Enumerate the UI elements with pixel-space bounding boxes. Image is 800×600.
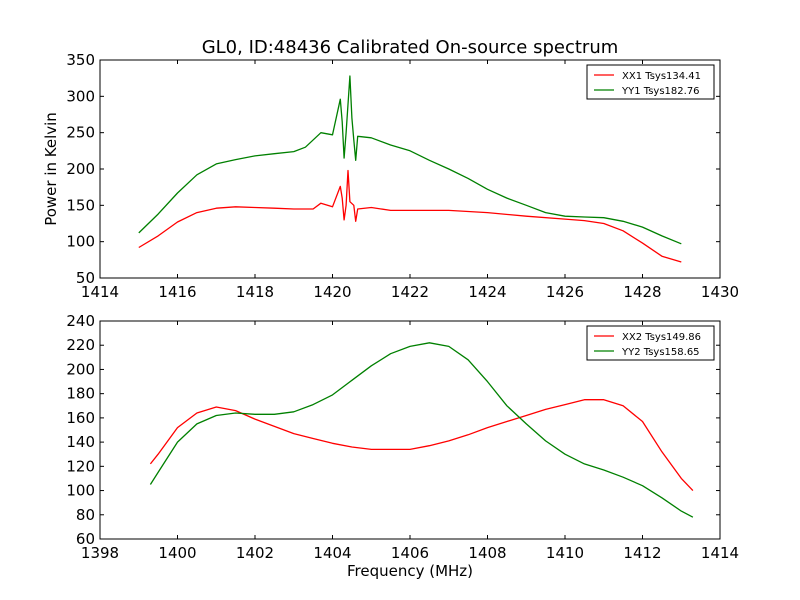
y-tick-label: 80 <box>76 506 95 524</box>
x-tick-label: 1408 <box>468 544 506 562</box>
y-tick-label: 160 <box>66 409 95 427</box>
y-tick-label: 100 <box>66 482 95 500</box>
x-tick-label: 1418 <box>236 283 274 301</box>
legend-label: YY1 Tsys182.76 <box>621 86 700 97</box>
y-tick-label: 150 <box>66 196 95 214</box>
bottom-spectrum-panel: 1398 1400 1402 1404 1406 1408 1410 1412 1414 60 80… <box>66 312 739 562</box>
x-axis-label: Frequency (MHz) <box>347 562 473 580</box>
top-spectrum-panel: 1414 1416 1418 1420 1422 1424 1426 1428 1430 50 10… <box>66 51 739 301</box>
x-tick-label: 1402 <box>236 544 274 562</box>
legend: XX2 Tsys149.86 YY2 Tsys158.65 <box>586 325 715 361</box>
y-tick-label: 220 <box>66 336 95 354</box>
x-tick-label: 1416 <box>158 283 196 301</box>
x-tick-label: 1400 <box>158 544 196 562</box>
x-tick-label: 1414 <box>701 544 739 562</box>
x-tick-label: 1406 <box>391 544 429 562</box>
series-line-yy <box>149 342 694 518</box>
y-tick-label: 200 <box>66 160 95 178</box>
x-tick-label: 1422 <box>391 283 429 301</box>
legend: XX1 Tsys134.41 YY1 Tsys182.76 <box>586 64 715 100</box>
x-tick-label: 1424 <box>468 283 506 301</box>
x-tick-label: 1420 <box>313 283 351 301</box>
y-tick-label: 250 <box>66 124 95 142</box>
y-tick-label: 240 <box>66 312 95 330</box>
y-tick-label: 120 <box>66 457 95 475</box>
series-line-xx <box>138 169 682 263</box>
y-axis-label: Power in Kelvin <box>42 112 60 226</box>
y-tick-label: 140 <box>66 433 95 451</box>
y-tick-label: 100 <box>66 233 95 251</box>
x-tick-label: 1426 <box>546 283 584 301</box>
x-tick-label: 1398 <box>81 544 119 562</box>
x-tick-label: 1404 <box>313 544 351 562</box>
y-tick-label: 300 <box>66 87 95 105</box>
y-tick-label: 350 <box>66 51 95 69</box>
y-tick-label: 60 <box>76 530 95 548</box>
x-tick-label: 1430 <box>701 283 739 301</box>
y-tick-label: 50 <box>76 269 95 287</box>
chart-title: GL0, ID:48436 Calibrated On-source spect… <box>202 37 619 58</box>
x-tick-label: 1412 <box>623 544 661 562</box>
series-line-yy <box>138 75 682 245</box>
x-tick-label: 1428 <box>623 283 661 301</box>
legend-label: YY2 Tsys158.65 <box>621 347 700 358</box>
y-tick-label: 200 <box>66 360 95 378</box>
x-tick-label: 1414 <box>81 283 119 301</box>
legend-label: XX2 Tsys149.86 <box>622 332 701 343</box>
legend-box <box>586 64 715 100</box>
x-tick-label: 1410 <box>546 544 584 562</box>
y-tick-label: 180 <box>66 385 95 403</box>
series-line-xx <box>149 399 694 492</box>
legend-label: XX1 Tsys134.41 <box>622 71 701 82</box>
legend-box <box>586 325 715 361</box>
